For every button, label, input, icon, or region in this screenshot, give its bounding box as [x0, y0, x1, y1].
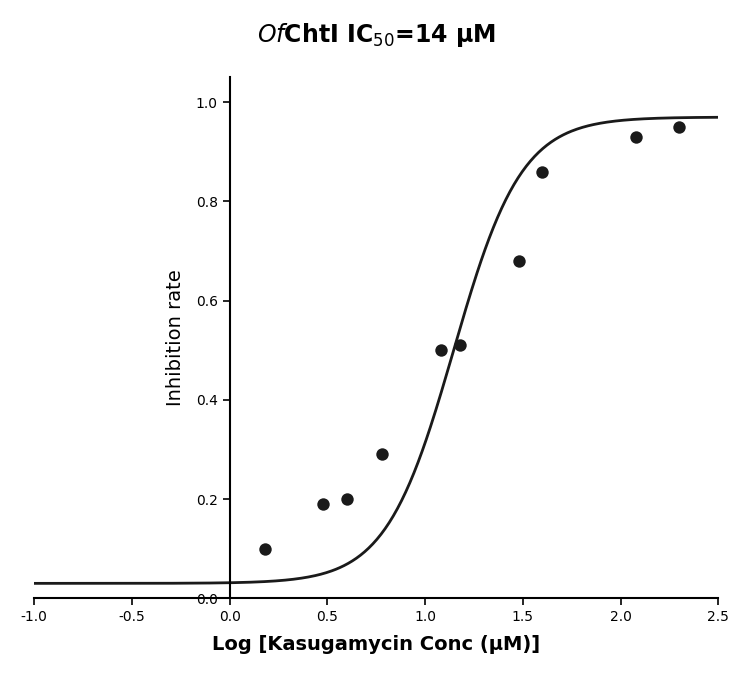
Point — [259, 543, 271, 554]
Point — [435, 345, 447, 356]
Point — [536, 166, 548, 177]
Y-axis label: Inhibition rate: Inhibition rate — [166, 269, 184, 406]
Point — [630, 132, 642, 142]
Point — [317, 499, 329, 510]
Point — [454, 340, 466, 351]
Point — [513, 256, 525, 267]
Point — [674, 122, 686, 132]
Point — [376, 449, 388, 460]
X-axis label: Log [Kasugamycin Conc (μM)]: Log [Kasugamycin Conc (μM)] — [212, 635, 540, 654]
Point — [341, 493, 353, 504]
Text: $\mathit{Of}$ChtI IC$_{50}$=14 μM: $\mathit{Of}$ChtI IC$_{50}$=14 μM — [256, 21, 496, 49]
